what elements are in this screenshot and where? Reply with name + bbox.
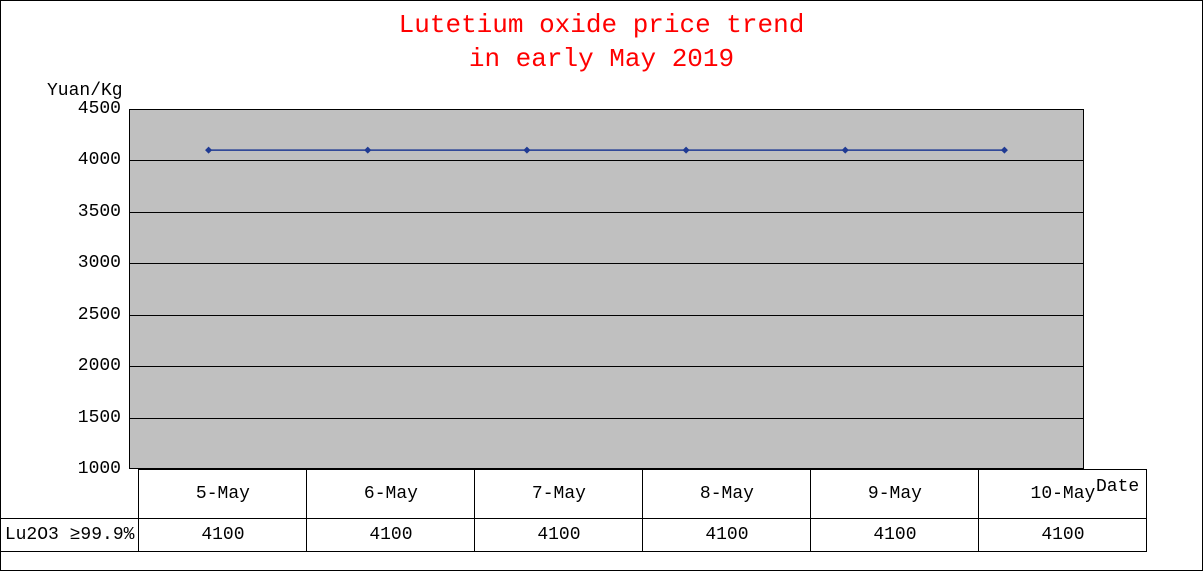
chart-title-line1: Lutetium oxide price trend [1,9,1202,43]
table-header-row: 5-May6-May7-May8-May9-May10-May [0,470,1147,519]
data-line [129,109,1084,469]
y-axis-label: Yuan/Kg [47,81,123,101]
category-header: 9-May [811,470,979,519]
y-tick-label: 2500 [78,305,129,325]
gridline [129,315,1084,316]
y-tick-label: 4500 [78,99,129,119]
y-tick-label: 2000 [78,356,129,376]
data-cell: 4100 [307,518,475,551]
table-data-row: Lu2O3 ≥99.9% 410041004100410041004100 [0,518,1147,551]
data-cell: 4100 [475,518,643,551]
chart-title-line2: in early May 2019 [1,43,1202,77]
data-marker [1001,147,1008,154]
data-cell: 4100 [643,518,811,551]
data-marker [683,147,690,154]
data-cell: 4100 [811,518,979,551]
plot-area: 10001500200025003000350040004500 [129,109,1084,469]
category-header: 7-May [475,470,643,519]
gridline [129,366,1084,367]
chart-container: Lutetium oxide price trend in early May … [0,0,1203,571]
data-cell: 4100 [979,518,1147,551]
y-tick-label: 1500 [78,408,129,428]
gridline [129,212,1084,213]
data-table: 5-May6-May7-May8-May9-May10-May Lu2O3 ≥9… [0,469,1147,552]
category-header: 5-May [139,470,307,519]
table-corner-blank [0,470,139,519]
category-header: 6-May [307,470,475,519]
data-marker [205,147,212,154]
y-tick-label: 3500 [78,202,129,222]
y-tick-label: 4000 [78,150,129,170]
chart-title: Lutetium oxide price trend in early May … [1,1,1202,77]
legend-cell: Lu2O3 ≥99.9% [0,518,139,551]
data-marker [364,147,371,154]
gridline [129,160,1084,161]
data-marker [842,147,849,154]
series-name: Lu2O3 ≥99.9% [5,525,135,545]
gridline [129,418,1084,419]
category-header: 8-May [643,470,811,519]
y-tick-label: 3000 [78,253,129,273]
category-header: 10-May [979,470,1147,519]
data-marker [523,147,530,154]
data-cell: 4100 [139,518,307,551]
gridline [129,263,1084,264]
